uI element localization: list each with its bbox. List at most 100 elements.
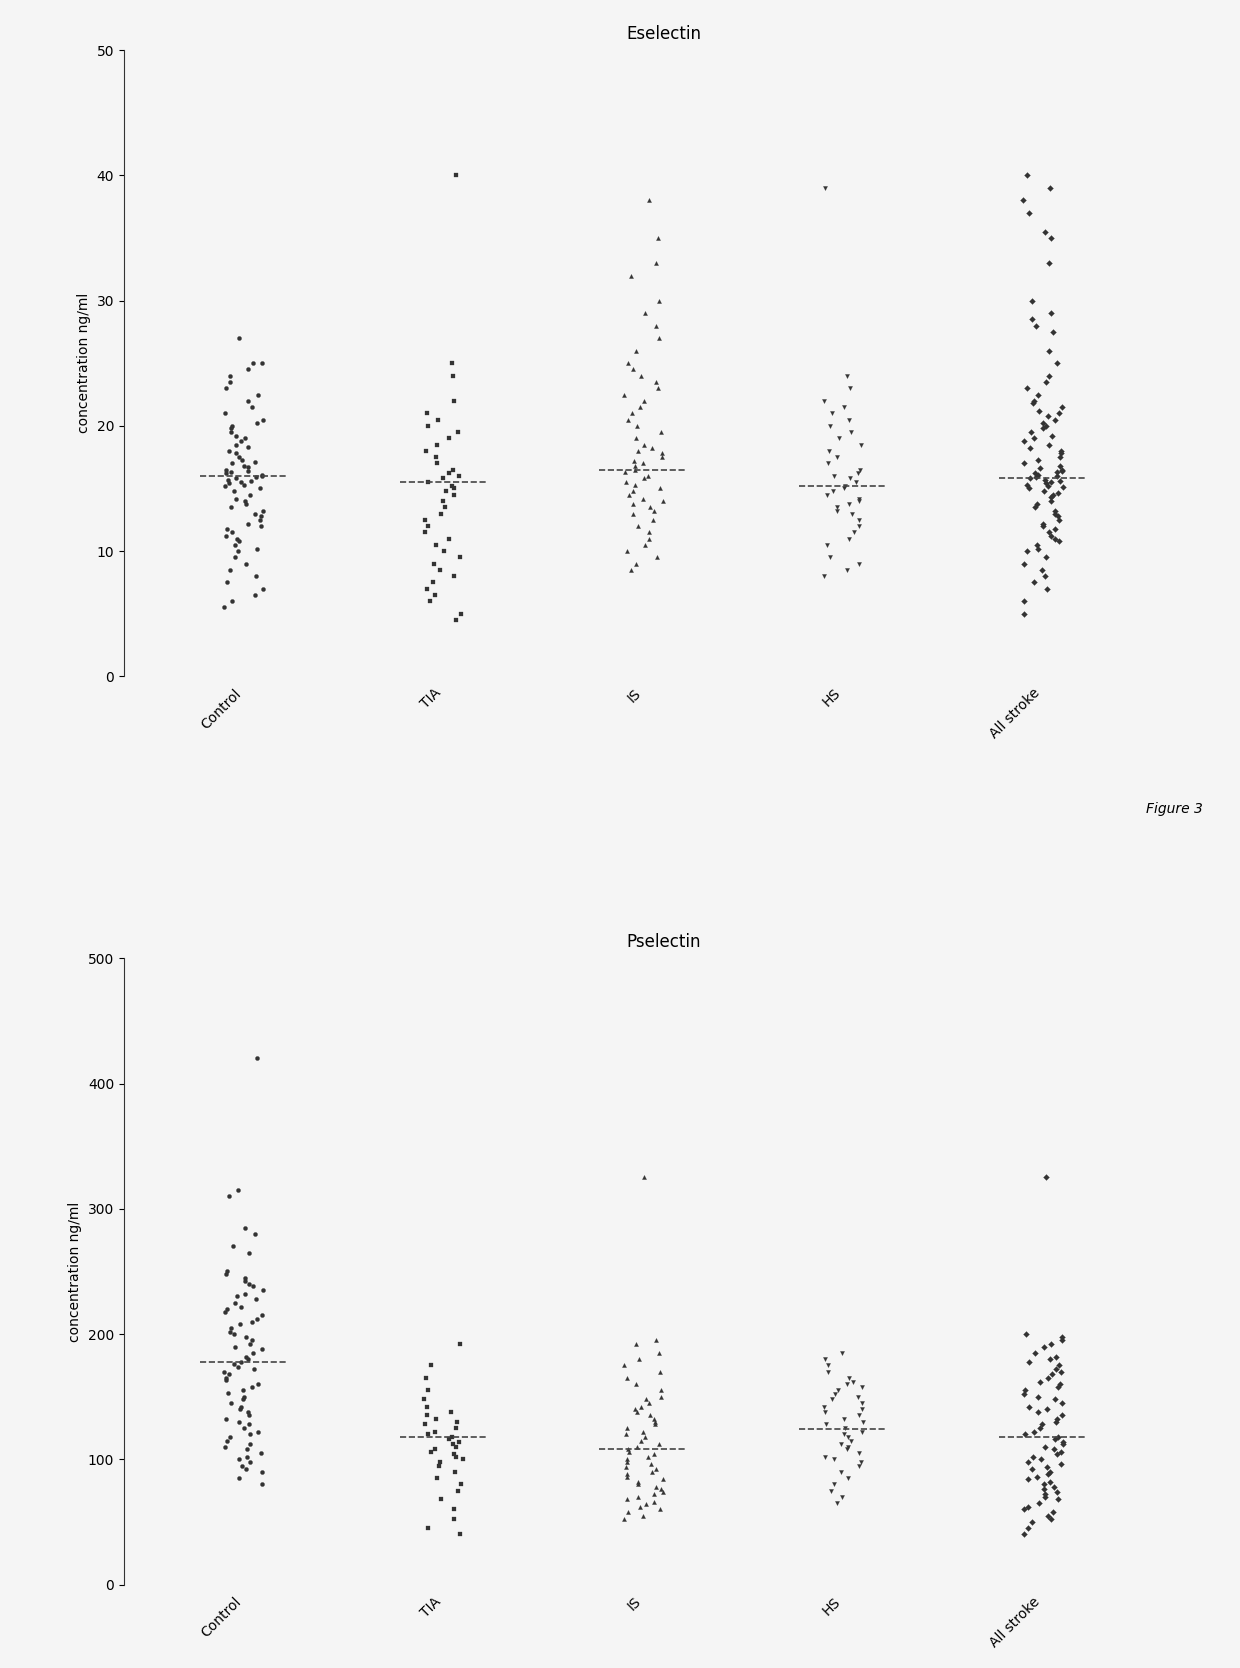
Point bbox=[832, 1458, 852, 1485]
Point bbox=[1044, 1473, 1064, 1500]
Point bbox=[1035, 467, 1055, 494]
Point bbox=[1042, 1506, 1061, 1533]
Point bbox=[448, 419, 467, 445]
Point bbox=[1019, 1348, 1039, 1374]
Point bbox=[618, 1414, 637, 1441]
Point bbox=[246, 500, 265, 527]
Point bbox=[1017, 1321, 1037, 1348]
Point bbox=[839, 407, 859, 434]
Point bbox=[237, 1443, 257, 1470]
Point bbox=[1045, 1343, 1065, 1369]
Point bbox=[248, 1418, 268, 1444]
Point bbox=[1024, 387, 1044, 414]
Point bbox=[239, 1239, 259, 1266]
Point bbox=[1050, 437, 1070, 464]
Point bbox=[418, 512, 438, 539]
Point bbox=[1038, 1453, 1058, 1480]
Point bbox=[839, 1364, 859, 1391]
Point bbox=[217, 1258, 237, 1284]
Point bbox=[232, 469, 252, 495]
Point bbox=[218, 470, 238, 497]
Point bbox=[221, 369, 241, 395]
Point bbox=[239, 1411, 259, 1438]
Point bbox=[631, 1428, 651, 1454]
Point bbox=[219, 1183, 239, 1209]
Point bbox=[231, 427, 250, 454]
Point bbox=[418, 412, 438, 439]
Point bbox=[627, 412, 647, 439]
Point bbox=[1017, 537, 1037, 564]
Point bbox=[247, 535, 267, 562]
Point bbox=[849, 507, 869, 534]
Point bbox=[243, 350, 263, 377]
Point bbox=[651, 419, 671, 445]
Point bbox=[441, 1398, 461, 1424]
Point bbox=[224, 1351, 244, 1378]
Point bbox=[818, 450, 838, 477]
Point bbox=[631, 1393, 651, 1419]
Point bbox=[838, 1423, 858, 1449]
Point bbox=[1048, 502, 1068, 529]
Point bbox=[818, 1358, 838, 1384]
Point bbox=[642, 507, 662, 534]
Point bbox=[252, 1439, 272, 1466]
Point bbox=[1024, 425, 1044, 452]
Point bbox=[652, 444, 672, 470]
Point bbox=[823, 462, 843, 489]
Point bbox=[1037, 575, 1056, 602]
Point bbox=[1032, 557, 1052, 584]
Point bbox=[622, 357, 642, 384]
Point bbox=[1052, 440, 1071, 467]
Point bbox=[615, 459, 635, 485]
Point bbox=[639, 519, 658, 545]
Point bbox=[650, 1339, 670, 1366]
Point bbox=[1049, 507, 1069, 534]
Point bbox=[645, 1488, 665, 1515]
Point bbox=[827, 497, 847, 524]
Point bbox=[418, 1421, 438, 1448]
Point bbox=[417, 437, 436, 464]
Point bbox=[1038, 402, 1058, 429]
Point bbox=[233, 1383, 253, 1409]
Point bbox=[1029, 1414, 1049, 1441]
Point bbox=[448, 1408, 467, 1434]
Point bbox=[1021, 419, 1040, 445]
Point bbox=[443, 472, 463, 499]
Point bbox=[852, 1389, 872, 1416]
Point bbox=[1024, 1418, 1044, 1444]
Point bbox=[828, 1378, 848, 1404]
Point bbox=[242, 1308, 262, 1334]
Point bbox=[221, 459, 241, 485]
Point bbox=[439, 1426, 459, 1453]
Point bbox=[1028, 535, 1048, 562]
Point bbox=[1038, 472, 1058, 499]
Point bbox=[1023, 1443, 1043, 1470]
Point bbox=[641, 435, 661, 462]
Point bbox=[650, 325, 670, 352]
Point bbox=[1014, 550, 1034, 577]
Point bbox=[236, 1456, 255, 1483]
Point bbox=[817, 482, 837, 509]
Title: Pselectin: Pselectin bbox=[626, 932, 701, 951]
Text: Figure 3: Figure 3 bbox=[1146, 802, 1203, 816]
Point bbox=[236, 1323, 255, 1349]
Point bbox=[252, 502, 272, 529]
Point bbox=[231, 1311, 250, 1338]
Point bbox=[1047, 1441, 1066, 1468]
Point bbox=[228, 537, 248, 564]
Point bbox=[652, 440, 672, 467]
Point bbox=[1037, 412, 1056, 439]
Point bbox=[841, 419, 861, 445]
Point bbox=[1032, 1446, 1052, 1473]
Point bbox=[646, 1456, 666, 1483]
Point bbox=[635, 1423, 655, 1449]
Point bbox=[1019, 200, 1039, 227]
Title: Eselectin: Eselectin bbox=[626, 25, 701, 43]
Point bbox=[1050, 1438, 1070, 1465]
Point bbox=[423, 569, 443, 595]
Point bbox=[641, 1451, 661, 1478]
Point bbox=[1018, 1466, 1038, 1493]
Point bbox=[234, 425, 254, 452]
Point bbox=[835, 1421, 854, 1448]
Point bbox=[215, 1433, 234, 1460]
